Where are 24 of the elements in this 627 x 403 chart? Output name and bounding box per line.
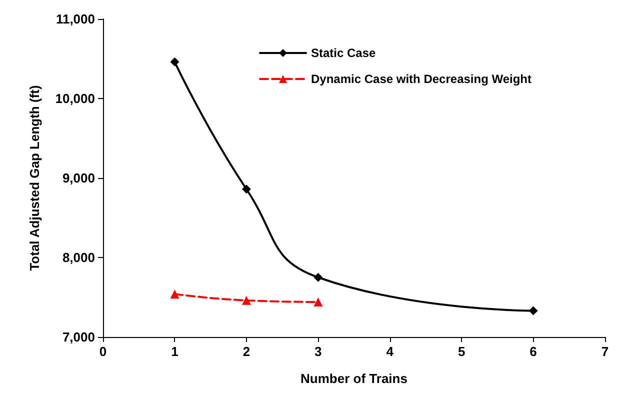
y-tick-label: 10,000 [55,91,95,106]
point [170,57,180,66]
x-tick-label: 1 [171,344,178,359]
point [528,306,538,316]
x-tick-label: 0 [99,344,107,359]
point [314,272,323,282]
x-tick-label: 6 [530,344,537,359]
x-tick-label: 2 [242,344,250,359]
y-axis-title: Total Adjusted Gap Length (ft) [27,85,42,271]
y-tick-label: 8,000 [62,250,95,265]
point [242,184,251,194]
point [242,296,251,305]
legend-label: Static Case [311,46,376,60]
point [314,298,323,307]
x-axis-title: Number of Trains [300,371,408,386]
y-tick-label: 7,000 [62,330,95,344]
y-tick-label: 9,000 [62,170,95,186]
x-tick-label: 3 [314,344,322,359]
x-tick-label: 4 [386,344,394,359]
x-tick-label: 7 [601,344,609,359]
point [170,290,180,299]
legend-label: Dynamic Case with Decreasing Weight [311,72,532,86]
y-tick-label: 11,000 [56,12,95,26]
x-tick-label: 5 [458,344,466,359]
